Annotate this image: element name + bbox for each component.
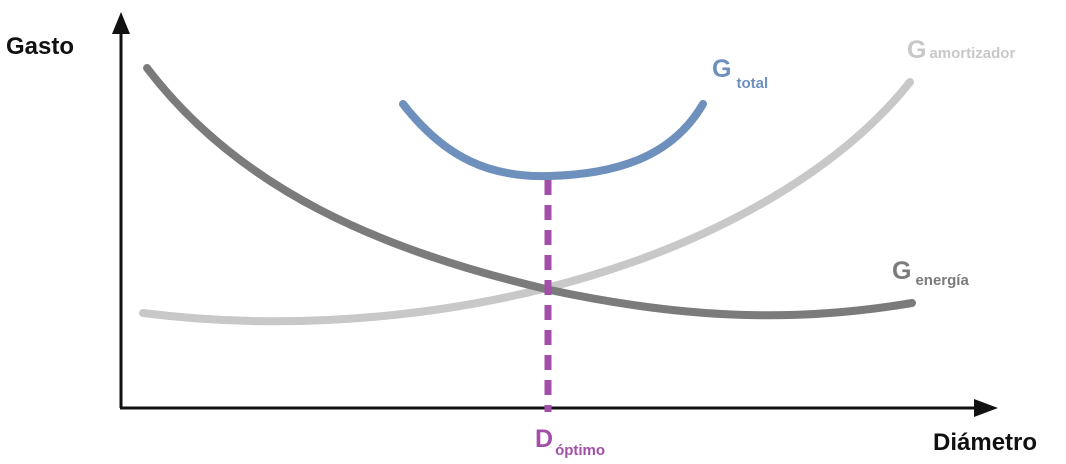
total-label: Gtotal	[712, 55, 768, 92]
energia-curve	[143, 64, 916, 320]
amortizador-label-sub: amortizador	[929, 45, 1015, 62]
energia-label-main: G	[892, 257, 911, 285]
y-axis-arrowhead	[112, 12, 130, 34]
y-axis-label: Gasto	[6, 33, 74, 60]
total-label-sub: total	[736, 75, 768, 92]
total-label-main: G	[712, 55, 731, 83]
amortizador-label-main: G	[907, 36, 926, 64]
optimum-label-main: D	[535, 425, 553, 453]
energia-label-sub: energía	[915, 272, 969, 289]
x-axis-arrowhead	[974, 399, 998, 417]
optimum-label-sub: óptimo	[555, 442, 605, 459]
amortizador-curve	[139, 78, 914, 326]
x-axis-label: Diámetro	[933, 429, 1037, 456]
total-curve	[399, 100, 707, 181]
